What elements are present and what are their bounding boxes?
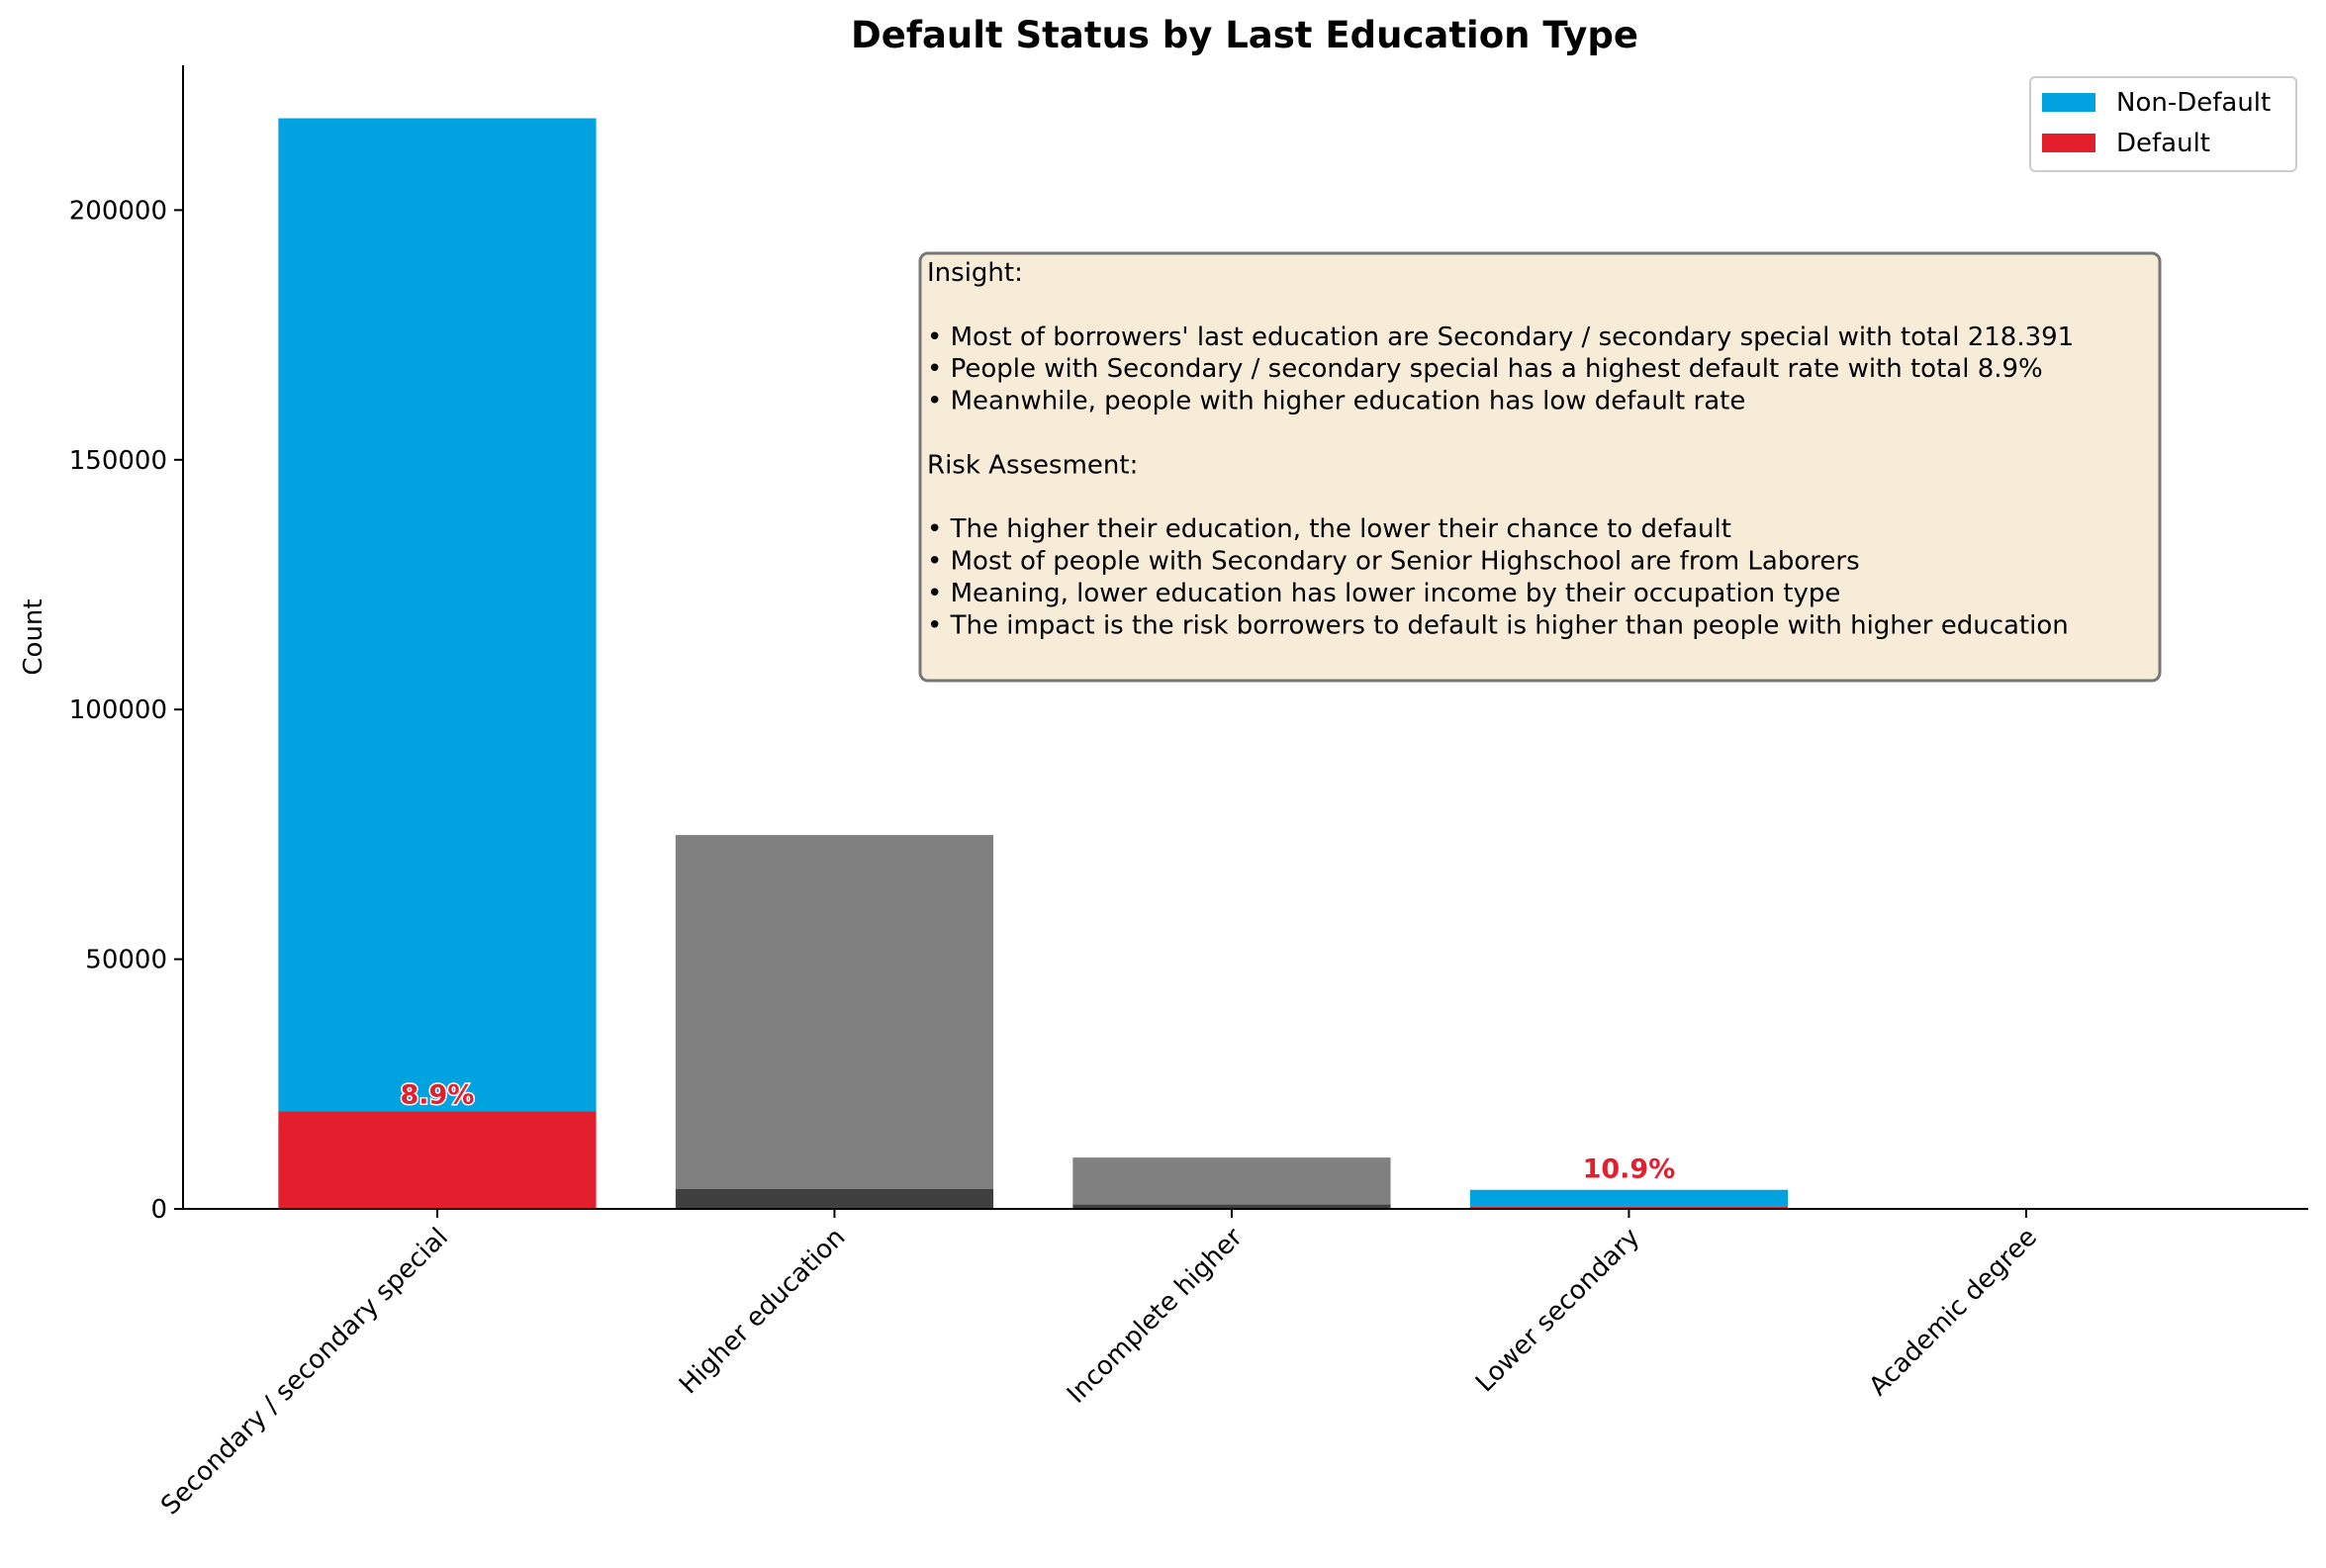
insight-line-6: Risk Assesment:	[927, 450, 1138, 480]
bar-default-higher-education	[676, 1189, 993, 1209]
bar-non-default-higher-education	[676, 835, 993, 1189]
insight-line-4: • Meanwhile, people with higher educatio…	[927, 387, 1745, 416]
insight-line-10: • Meaning, lower education has lower inc…	[927, 579, 1840, 608]
legend-swatch-non-default	[2042, 93, 2095, 112]
bar-non-default-incomplete-higher	[1072, 1157, 1390, 1204]
x-tick-label-secondary-secondary-special: Secondary / secondary special	[155, 1223, 454, 1522]
y-axis-label: Count	[19, 599, 48, 675]
legend-label-default: Default	[2116, 129, 2210, 158]
bar-default-secondary-secondary-special	[278, 1111, 596, 1209]
y-tick-label-150000: 150000	[69, 446, 167, 476]
y-tick-label-200000: 200000	[69, 196, 167, 226]
insight-line-0: Insight:	[927, 258, 1023, 288]
insight-line-11: • The impact is the risk borrowers to de…	[927, 610, 2069, 640]
insight-line-8: • The higher their education, the lower …	[927, 514, 1731, 544]
default-rate-label-secondary-secondary-special: 8.9%	[401, 1079, 475, 1110]
insight-line-3: • People with Secondary / secondary spec…	[927, 354, 2043, 384]
x-tick-label-incomplete-higher: Incomplete higher	[1062, 1223, 1249, 1410]
x-tick-label-academic-degree: Academic degree	[1864, 1223, 2043, 1402]
default-rate-label-lower-secondary: 10.9%	[1583, 1154, 1676, 1185]
legend-swatch-default	[2042, 134, 2095, 152]
y-tick-label-0: 0	[150, 1195, 167, 1225]
insight-line-9: • Most of people with Secondary or Senio…	[927, 547, 1860, 577]
y-tick-label-100000: 100000	[69, 695, 167, 725]
bar-non-default-lower-secondary	[1470, 1190, 1788, 1207]
x-tick-label-lower-secondary: Lower secondary	[1470, 1223, 1645, 1398]
insight-line-2: • Most of borrowers' last education are …	[927, 323, 2074, 352]
plot-area: 8.9% 10.9% 0 50000 100000 150000 200000 Seconda…	[19, 65, 2308, 1521]
legend-label-non-default: Non-Default	[2116, 88, 2271, 118]
bar-non-default-secondary-secondary-special	[278, 119, 596, 1112]
y-tick-label-50000: 50000	[85, 946, 167, 975]
x-tick-label-higher-education: Higher education	[674, 1223, 851, 1400]
chart-title: Default Status by Last Education Type	[851, 14, 1638, 56]
